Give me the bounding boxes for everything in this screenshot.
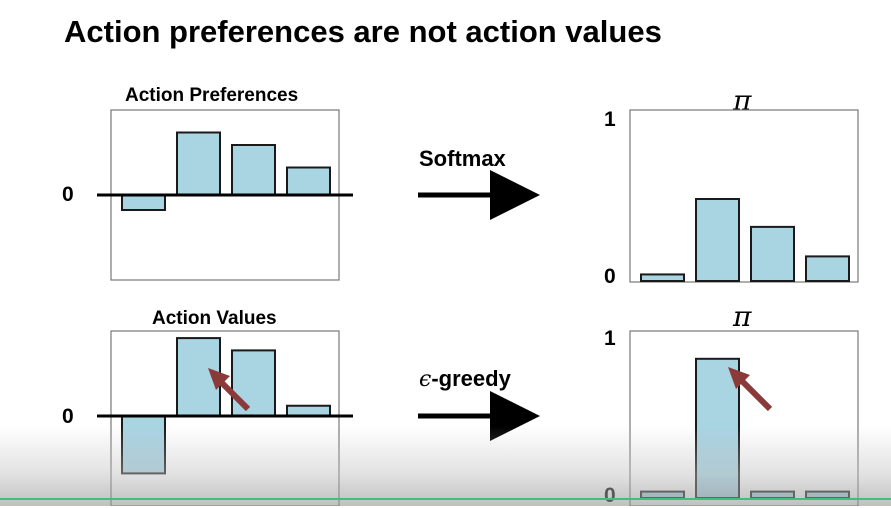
bars-pi-softmax xyxy=(640,198,850,283)
bar-3 xyxy=(750,490,795,500)
bar-4 xyxy=(286,404,331,417)
epsilon-symbol: ϵ xyxy=(419,367,432,392)
one-tick-softmax: 1 xyxy=(604,108,616,131)
bar-4 xyxy=(286,166,331,196)
bar-4 xyxy=(805,490,850,500)
slide-title: Action preferences are not action values xyxy=(64,14,662,49)
egreedy-text: -greedy xyxy=(431,366,511,391)
bar-1 xyxy=(640,490,685,500)
egreedy-label: ϵ-greedy xyxy=(419,366,511,392)
bar-4 xyxy=(805,255,850,282)
bar-3 xyxy=(231,349,276,417)
bar-1 xyxy=(121,194,166,211)
zero-tick-preferences: 0 xyxy=(62,183,74,206)
bar-1 xyxy=(121,415,166,475)
frame-action-values xyxy=(110,330,340,506)
frame-pi-egreedy xyxy=(629,330,859,506)
annotation-arrow-icon-values xyxy=(208,368,251,412)
pi-title-egreedy: π xyxy=(733,300,752,333)
bar-2 xyxy=(695,357,740,499)
bars-action-values xyxy=(121,337,331,475)
bar-3 xyxy=(231,144,276,196)
bars-action-preferences xyxy=(121,131,331,211)
zero-tick-softmax: 0 xyxy=(604,265,616,288)
bar-3 xyxy=(750,225,795,283)
one-tick-egreedy: 1 xyxy=(604,327,616,350)
zero-tick-values: 0 xyxy=(62,405,74,428)
action-preferences-title: Action Preferences xyxy=(125,85,299,106)
bar-2 xyxy=(176,131,221,196)
bar-2 xyxy=(695,198,740,282)
bar-1 xyxy=(640,273,685,283)
action-values-title: Action Values xyxy=(152,308,277,329)
softmax-label: Softmax xyxy=(419,146,506,171)
annotation-arrow-icon-pi xyxy=(728,367,773,412)
pi-title-softmax: π xyxy=(733,84,752,117)
frame-pi-softmax xyxy=(629,109,859,283)
